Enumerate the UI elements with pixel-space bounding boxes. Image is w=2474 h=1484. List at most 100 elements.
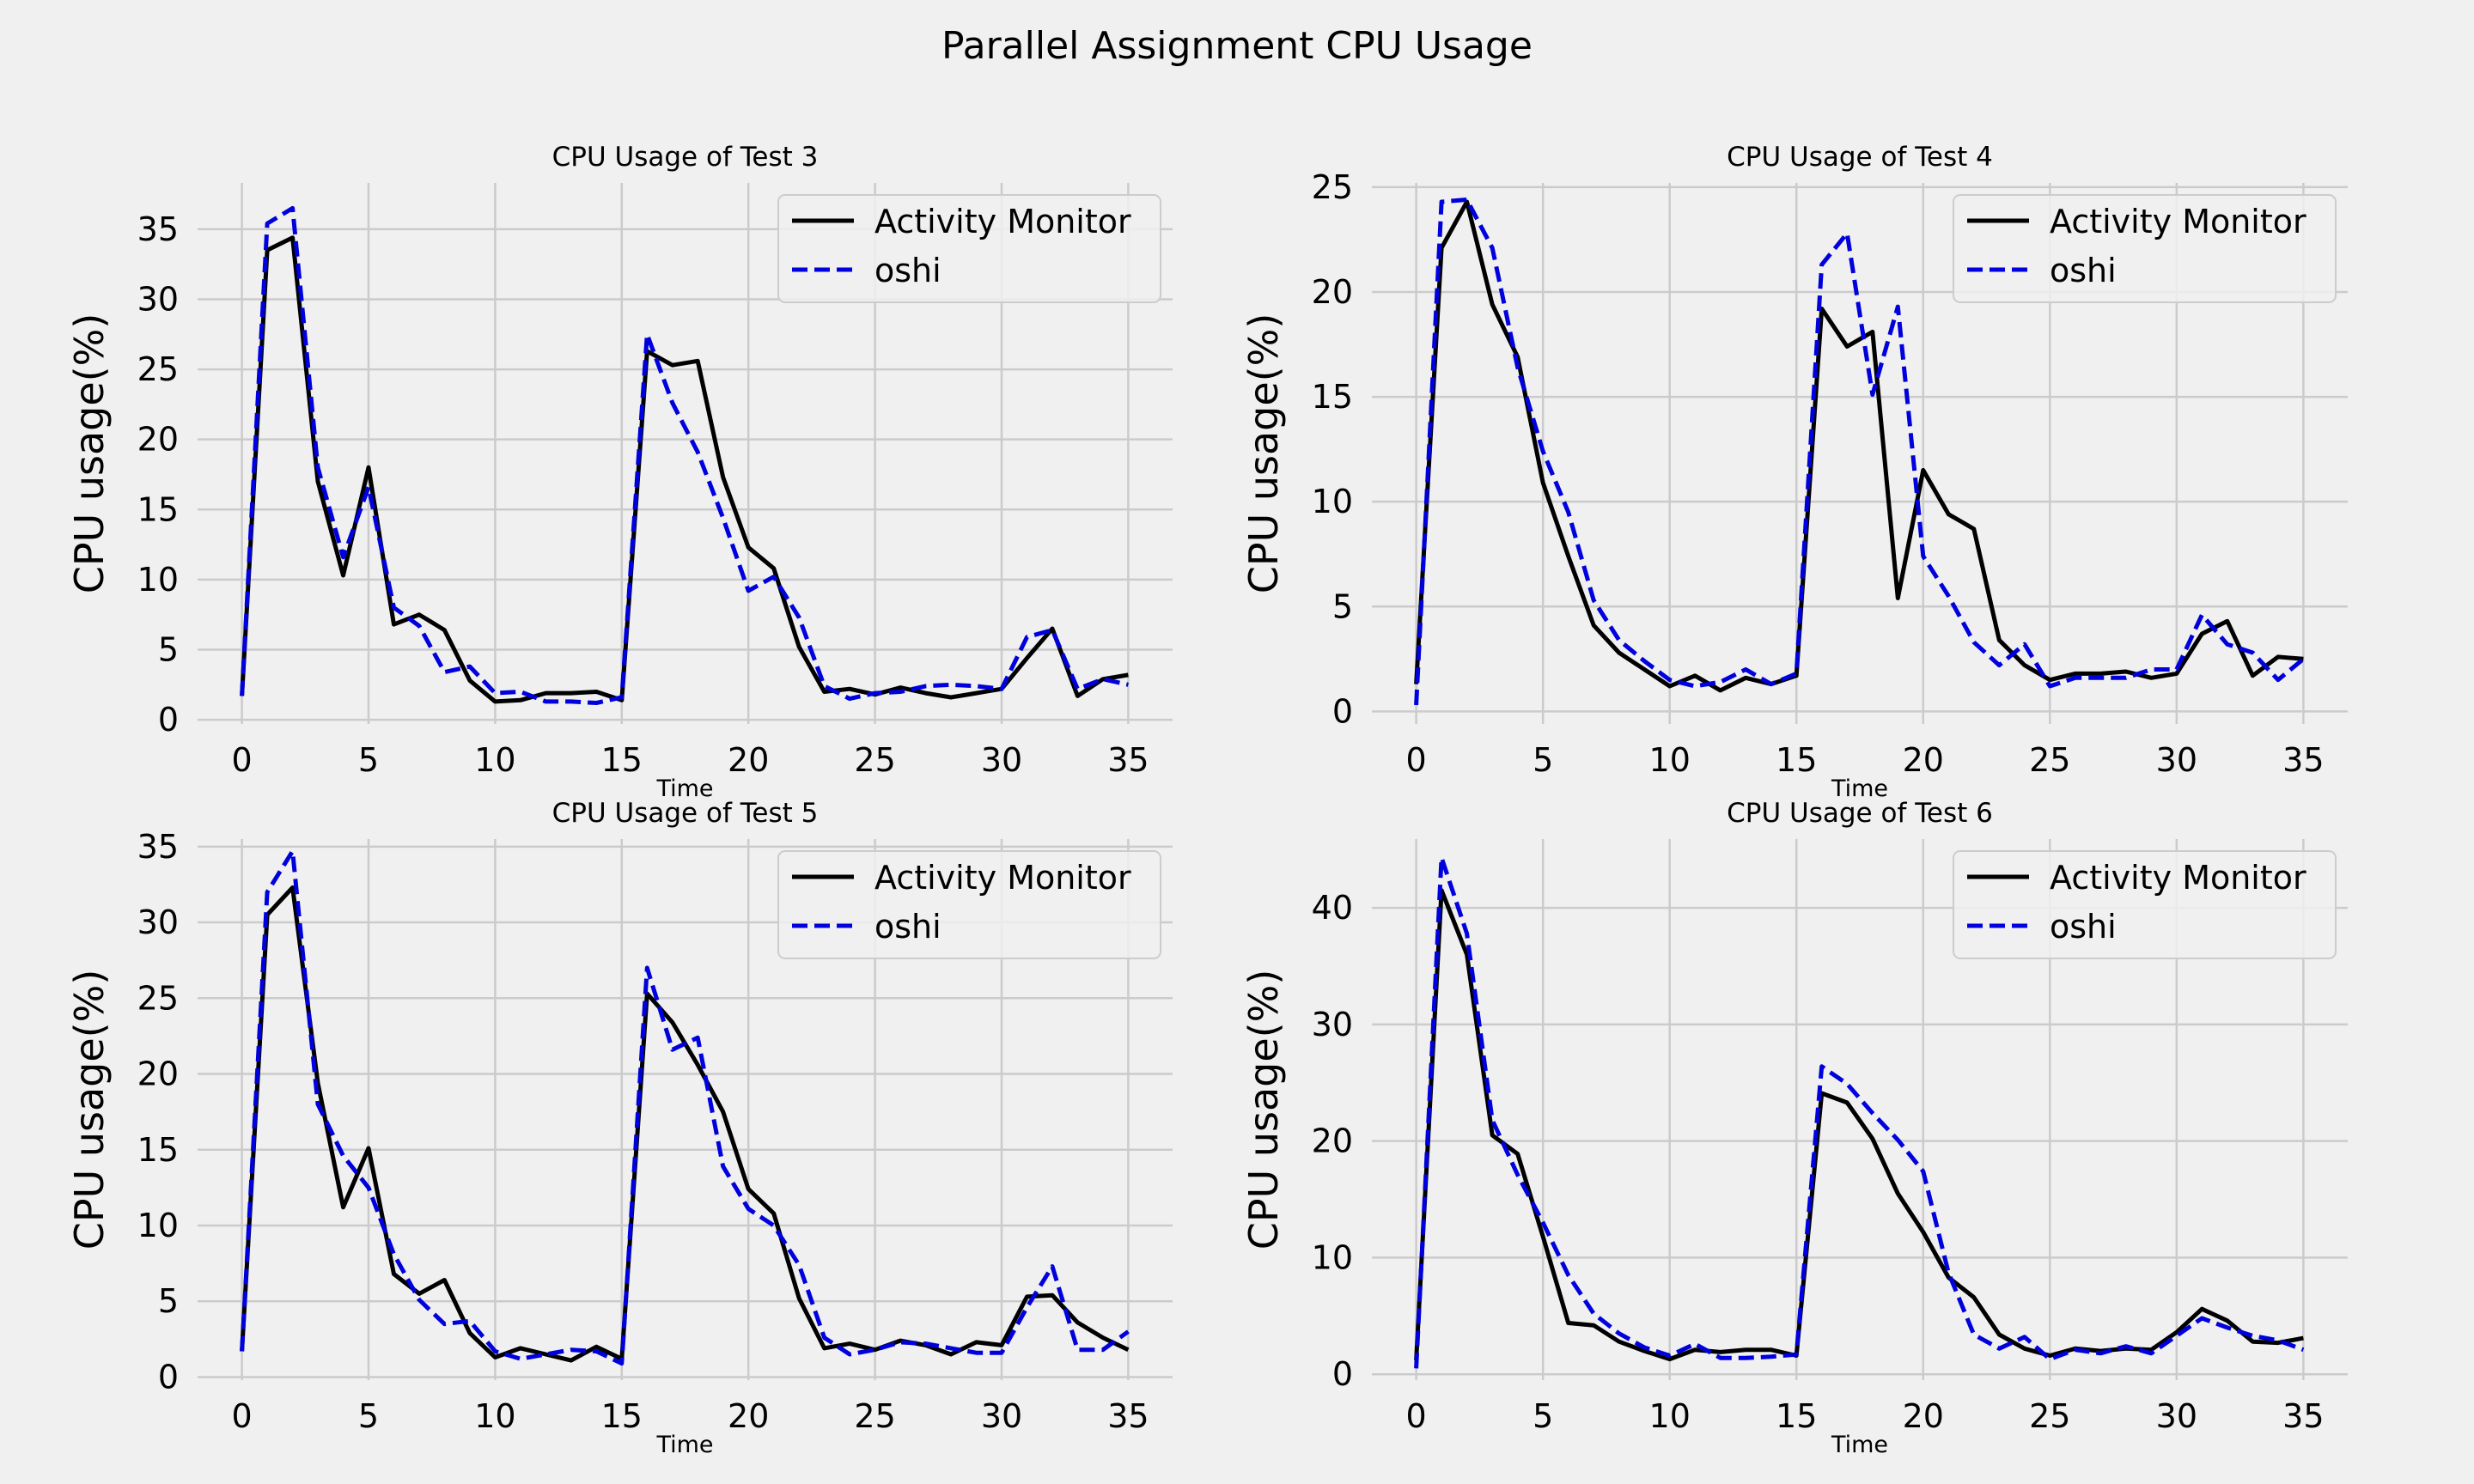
y-axis-label: CPU usage(%): [1240, 313, 1287, 594]
y-tick-label: 20: [1312, 1122, 1353, 1160]
subplot-1: 0 5 10 15 20 25 30 35 0 5 10 15 20 25 30 35 CPU Usage of…: [66, 142, 1173, 802]
x-tick-label: 20: [1903, 741, 1944, 779]
legend-label: Activity Monitor: [874, 203, 1131, 240]
y-tick-label: 10: [137, 1207, 179, 1244]
legend: Activity Monitor oshi: [1953, 850, 2337, 959]
y-tick-label: 20: [137, 421, 179, 459]
x-axis-label: Time: [1831, 775, 1888, 802]
x-tick-label: 30: [2156, 1397, 2197, 1435]
x-tick-label: 15: [601, 1397, 643, 1435]
x-tick-label: 20: [728, 1397, 769, 1435]
x-tick-label: 10: [474, 741, 515, 779]
legend-box: [777, 194, 1161, 303]
y-tick-label: 5: [158, 630, 179, 668]
legend-box: [777, 850, 1161, 959]
y-tick-label: 30: [137, 280, 179, 318]
x-axis-label: Time: [1831, 1432, 1888, 1458]
y-tick-label: 10: [1312, 483, 1353, 520]
x-tick-label: 35: [2282, 1397, 2324, 1435]
x-tick-label: 0: [1406, 741, 1427, 779]
x-tick-label: 25: [854, 1397, 895, 1435]
subplot-4: 0 5 10 15 20 25 30 35 0 10 20 30 40 CPU Usage of Test…: [1240, 798, 2348, 1458]
x-tick-label: 0: [1406, 1397, 1427, 1435]
legend: Activity Monitor oshi: [777, 850, 1161, 959]
x-tick-label: 35: [1107, 1397, 1149, 1435]
legend-label: Activity Monitor: [874, 859, 1131, 897]
x-axis-label: Time: [655, 1432, 713, 1458]
series-line-activity-monitor: [1414, 888, 2304, 1362]
subplot-2: 0 5 10 15 20 25 30 35 0 5 10 15 20 25 CPU Usage of Tes…: [1240, 142, 2348, 802]
y-tick-label: 10: [1312, 1238, 1353, 1276]
x-tick-label: 15: [1776, 741, 1817, 779]
series-line-activity-monitor: [240, 235, 1129, 704]
subplot-3: 0 5 10 15 20 25 30 35 0 5 10 15 20 25 30 35 CPU Usage of…: [66, 798, 1173, 1458]
y-tick-label: 5: [1332, 587, 1353, 625]
x-tick-label: 5: [358, 1397, 379, 1435]
y-tick-label: 10: [137, 561, 179, 599]
subplot-grid: 0 5 10 15 20 25 30 35 0 5 10 15 20 25 30 35 CPU Usage of…: [66, 142, 2348, 1458]
legend-label: oshi: [2050, 908, 2117, 946]
legend: Activity Monitor oshi: [777, 194, 1161, 303]
y-tick-label: 0: [1332, 692, 1353, 730]
x-tick-label: 5: [358, 741, 379, 779]
y-tick-label: 0: [1332, 1355, 1353, 1393]
legend: Activity Monitor oshi: [1953, 194, 2337, 303]
figure-title: Parallel Assignment CPU Usage: [941, 24, 1533, 68]
y-axis-label: CPU usage(%): [66, 313, 113, 594]
x-tick-label: 5: [1533, 1397, 1553, 1435]
y-tick-label: 30: [1312, 1006, 1353, 1043]
x-tick-label: 20: [728, 741, 769, 779]
y-tick-label: 15: [1312, 378, 1353, 416]
y-tick-label: 25: [1312, 168, 1353, 206]
x-tick-label: 0: [231, 741, 252, 779]
y-tick-label: 25: [137, 979, 179, 1017]
legend-label: oshi: [874, 252, 941, 289]
x-tick-label: 25: [854, 741, 895, 779]
x-tick-label: 35: [1107, 741, 1149, 779]
series-line-oshi: [1414, 855, 2305, 1369]
x-tick-label: 15: [601, 741, 643, 779]
x-tick-label: 0: [231, 1397, 252, 1435]
y-tick-label: 15: [137, 490, 179, 528]
x-tick-label: 10: [1649, 1397, 1691, 1435]
series-line-activity-monitor: [1414, 199, 2304, 693]
x-axis-label: Time: [655, 775, 713, 802]
legend-box: [1953, 850, 2337, 959]
x-tick-label: 30: [981, 741, 1022, 779]
y-tick-label: 0: [158, 701, 179, 739]
y-tick-label: 20: [1312, 273, 1353, 311]
series-line-oshi: [240, 848, 1130, 1366]
x-tick-label: 15: [1776, 1397, 1817, 1435]
x-tick-label: 30: [2156, 741, 2197, 779]
x-tick-label: 10: [1649, 741, 1691, 779]
legend-label: oshi: [874, 908, 941, 946]
subplot-title: CPU Usage of Test 6: [1727, 798, 1993, 829]
x-tick-label: 20: [1903, 1397, 1944, 1435]
series-line-oshi: [240, 205, 1129, 705]
y-tick-label: 35: [137, 828, 179, 866]
y-axis-label: CPU usage(%): [66, 970, 113, 1250]
x-tick-label: 10: [474, 1397, 515, 1435]
y-axis-label: CPU usage(%): [1240, 970, 1287, 1250]
y-tick-label: 0: [158, 1358, 179, 1396]
x-tick-label: 35: [2282, 741, 2324, 779]
x-tick-label: 25: [2029, 741, 2070, 779]
y-tick-label: 20: [137, 1055, 179, 1093]
legend-box: [1953, 194, 2337, 303]
y-tick-label: 15: [137, 1131, 179, 1169]
x-tick-label: 25: [2029, 1397, 2070, 1435]
subplot-title: CPU Usage of Test 5: [552, 798, 819, 829]
y-tick-label: 5: [158, 1282, 179, 1320]
x-tick-label: 30: [981, 1397, 1022, 1435]
y-tick-label: 40: [1312, 889, 1353, 927]
subplot-title: CPU Usage of Test 4: [1727, 142, 1993, 173]
x-tick-label: 5: [1533, 741, 1553, 779]
y-tick-label: 35: [137, 210, 179, 248]
legend-label: oshi: [2050, 252, 2117, 289]
legend-label: Activity Monitor: [2050, 859, 2306, 897]
legend-label: Activity Monitor: [2050, 203, 2306, 240]
series-line-oshi: [1414, 198, 2305, 706]
y-tick-label: 25: [137, 350, 179, 388]
subplot-title: CPU Usage of Test 3: [552, 142, 819, 173]
